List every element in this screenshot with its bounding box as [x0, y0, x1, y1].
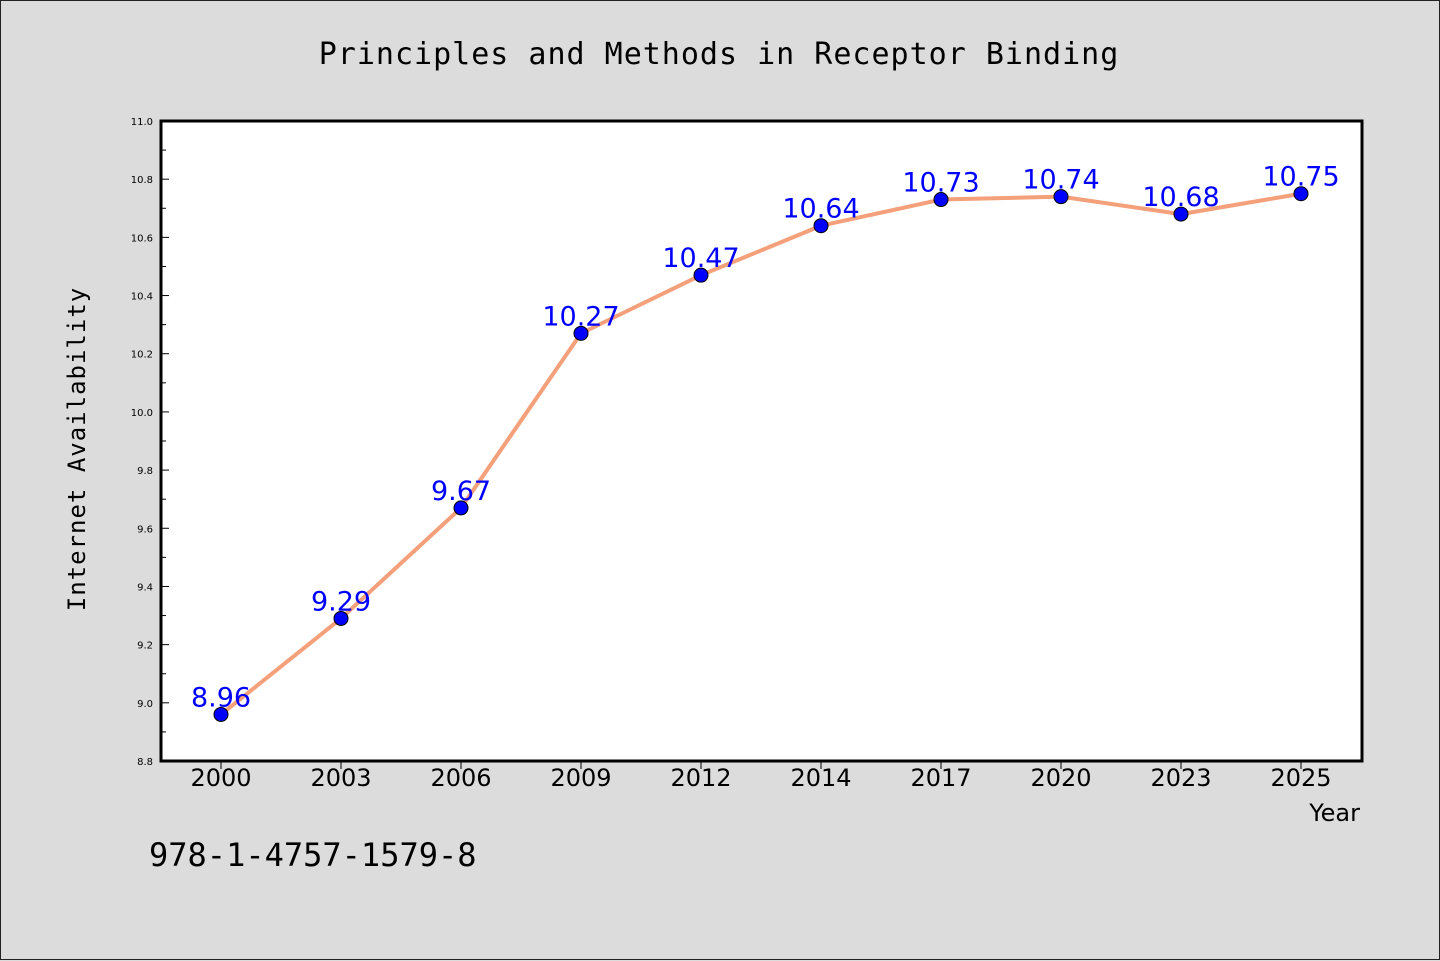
y-tick-label: 11.0: [131, 117, 153, 128]
data-point: [1053, 189, 1069, 205]
data-label: 10.68: [1142, 182, 1219, 213]
y-tick-label: 9.0: [137, 699, 153, 710]
data-point: [933, 192, 949, 208]
y-tick-label: 10.8: [131, 175, 153, 186]
data-label-layer: 8.96 9.29 9.67 10.27 10.47 10.64 10.73 10.74 10.…: [191, 162, 1340, 714]
x-axis: 2000 2003 2006 2009 2012 2014 2017 2020 2023 2025: [190, 761, 1332, 792]
y-tick-label: 9.8: [137, 466, 153, 477]
data-label: 10.47: [662, 243, 739, 274]
y-tick-label: 10.6: [131, 233, 153, 244]
x-tick-label: 2006: [430, 764, 491, 792]
data-label: 9.29: [311, 586, 371, 617]
y-axis: 8.8 9.0 9.2 9.4 9.6 9.8 10.0 10.2 10.4 10.6 10.8 11…: [131, 117, 169, 768]
data-label: 10.75: [1262, 162, 1339, 193]
y-tick-label: 9.2: [137, 641, 153, 652]
series-line: [219, 191, 1303, 717]
y-tick-label: 10.0: [131, 408, 153, 419]
series-layer: [213, 186, 1309, 722]
x-tick-label: 2012: [670, 764, 731, 792]
y-tick-label: 9.4: [137, 582, 153, 593]
x-axis-label: Year: [1308, 799, 1360, 827]
data-point: [1173, 206, 1189, 222]
data-point: [333, 610, 349, 626]
data-label: 10.73: [902, 168, 979, 199]
x-tick-label: 2017: [910, 764, 971, 792]
isbn-footnote: 978-1-4757-1579-8: [149, 836, 477, 874]
x-tick-label: 2023: [1150, 764, 1211, 792]
data-label: 10.27: [542, 301, 619, 332]
y-tick-label: 8.8: [137, 757, 153, 768]
data-point: [693, 267, 709, 283]
plot-area: [159, 119, 1364, 763]
y-axis-label: Internet Availability: [63, 287, 91, 611]
data-point: [573, 325, 589, 341]
x-tick-label: 2009: [550, 764, 611, 792]
data-label: 10.74: [1022, 165, 1099, 196]
chart-title: Principles and Methods in Receptor Bindi…: [319, 37, 1120, 72]
data-point: [1293, 186, 1309, 202]
data-label: 9.67: [431, 476, 491, 507]
y-tick-label: 10.2: [131, 350, 153, 361]
x-tick-label: 2003: [310, 764, 371, 792]
y-tick-label: 9.6: [137, 524, 153, 535]
data-label: 8.96: [191, 682, 251, 713]
data-label: 10.64: [782, 194, 859, 225]
x-tick-label: 2000: [190, 764, 251, 792]
x-tick-label: 2020: [1030, 764, 1091, 792]
data-point: [453, 500, 469, 516]
x-tick-label: 2014: [790, 764, 851, 792]
y-tick-label: 10.4: [131, 292, 153, 303]
data-point: [213, 706, 229, 722]
data-point: [813, 218, 829, 234]
x-tick-label: 2025: [1270, 764, 1331, 792]
